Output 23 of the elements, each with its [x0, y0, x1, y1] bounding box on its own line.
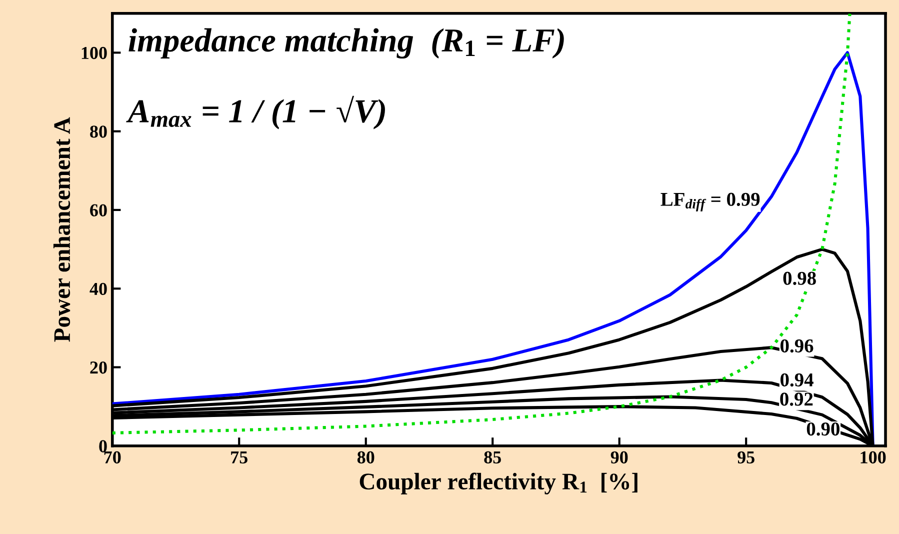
series-label: 0.98: [783, 272, 816, 285]
x-tick-label: 70: [104, 451, 121, 464]
x-tick-label: 95: [738, 451, 754, 464]
annotation: impedance matching (R$_{1}$ = LF): [128, 28, 564, 59]
y-tick-label: 0: [99, 440, 107, 452]
x-tick-label: 75: [231, 451, 248, 464]
x-axis-title: Coupler reflectivity R$_{1}$ [%]: [360, 472, 638, 494]
series-label: LF$_{diff}$ = 0.99: [660, 192, 760, 212]
y-tick-label: 100: [82, 46, 107, 60]
x-tick-label: 85: [484, 451, 501, 464]
y-tick-label: 20: [90, 362, 107, 374]
series-label: 0.92: [780, 392, 813, 406]
series-label: 0.94: [780, 373, 814, 387]
annotation: A$_{max}$ = 1 / (1 − √V): [126, 96, 385, 130]
series-label: 0.96: [780, 339, 814, 353]
y-tick-label: 60: [90, 204, 107, 216]
x-tick-label: 80: [357, 451, 374, 464]
x-tick-label: 100: [860, 451, 886, 464]
x-tick-label: 90: [610, 451, 628, 464]
y-tick-label: 80: [90, 126, 107, 138]
y-axis-title: Power enhancement A: [53, 117, 70, 342]
series-label: 0.90: [806, 422, 840, 436]
y-tick-label: 40: [90, 282, 107, 296]
